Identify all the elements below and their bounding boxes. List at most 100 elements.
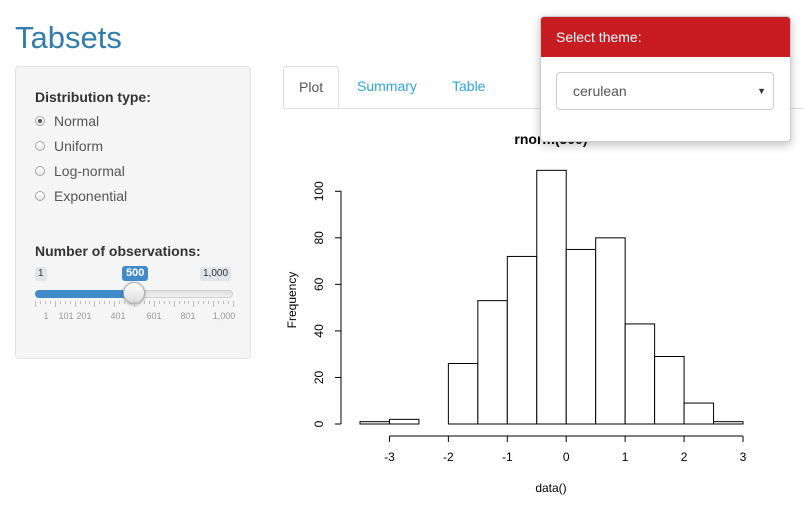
theme-selector-panel: Select theme: cerulean ▼ [540, 16, 791, 142]
slider-tick-mark [35, 301, 36, 307]
y-tick-label: 0 [312, 420, 326, 427]
y-tick-label: 80 [312, 231, 326, 245]
radio-log-normal[interactable]: Log-normal [35, 161, 125, 181]
histogram-bar [359, 421, 390, 425]
y-axis-title: Frequency [285, 272, 299, 329]
slider-tick-mark [64, 301, 66, 304]
slider-tick-mark [84, 301, 86, 304]
slider-tick-mark [49, 301, 51, 304]
slider-tick-mark [69, 301, 71, 304]
x-tick-label: 0 [563, 450, 570, 464]
slider-tick-mark [153, 301, 155, 307]
slider-tick-mark [89, 301, 91, 304]
radio-unchecked-icon [35, 191, 45, 201]
slider-tick-mark [114, 301, 116, 307]
radio-uniform[interactable]: Uniform [35, 136, 103, 156]
slider-tick-mark [158, 301, 160, 304]
slider-fill [35, 290, 134, 298]
slider-min-label: 1 [35, 267, 47, 281]
slider-tick-mark [54, 301, 56, 307]
slider-tick-mark [183, 301, 185, 304]
radio-exponential[interactable]: Exponential [35, 186, 127, 206]
slider-tick-mark [124, 301, 126, 304]
slider-tick-mark [94, 301, 96, 307]
y-tick-label: 60 [312, 277, 326, 291]
slider-tick-mark [208, 301, 210, 304]
histogram-plot: rnorm(500)-3-2-10123data()020406080100Fr… [285, 131, 747, 495]
histogram-bar [506, 255, 538, 425]
slider-tick-mark [138, 301, 140, 304]
radio-label: Exponential [54, 188, 128, 204]
slider-tick-mark [203, 301, 205, 304]
slider-tick-mark [168, 301, 170, 304]
x-tick-label: -1 [502, 450, 513, 464]
slider-tick-mark [104, 301, 106, 304]
x-axis-title: data() [535, 481, 566, 495]
histogram-bar [624, 323, 656, 425]
radio-label: Uniform [54, 138, 104, 154]
slider-tick-label: 101 [58, 311, 74, 321]
slider-tick-mark [39, 301, 41, 304]
slider-tick-mark [193, 301, 195, 307]
histogram-bar [536, 169, 567, 425]
slider-ticks [35, 301, 234, 309]
histogram-bar [713, 421, 744, 425]
slider-max-label: 1,000 [200, 267, 232, 281]
x-tick-label: 3 [740, 450, 747, 464]
slider-tick-mark [119, 301, 121, 304]
tab-table[interactable]: Table [452, 78, 486, 94]
slider-tick-mark [99, 301, 101, 304]
observations-label: Number of observations: [35, 243, 201, 259]
histogram-bar [683, 402, 715, 425]
slider-tick-label: 1 [43, 311, 49, 321]
histogram-bar [565, 248, 597, 425]
slider-tick-label: 1,000 [212, 311, 236, 321]
theme-selected-value: cerulean [573, 83, 627, 99]
slider-tick-mark [218, 301, 220, 304]
slider-tick-mark [198, 301, 200, 304]
radio-normal[interactable]: Normal [35, 111, 99, 131]
slider-tick-mark [228, 301, 230, 304]
radio-unchecked-icon [35, 141, 45, 151]
radio-label: Log-normal [54, 163, 125, 179]
slider-tick-mark [233, 301, 234, 307]
slider-tick-mark [213, 301, 215, 307]
slider-tick-mark [163, 301, 165, 304]
tabset: Plot Summary Table [283, 66, 803, 109]
slider-tick-mark [173, 301, 175, 307]
radio-unchecked-icon [35, 166, 45, 176]
histogram-bar [447, 362, 479, 425]
slider-tick-mark [148, 301, 150, 304]
tab-plot[interactable]: Plot [283, 66, 340, 108]
app-title: Tabsets [15, 20, 122, 55]
sidebar-panel: Distribution type: Normal Uniform Log-no… [15, 66, 251, 359]
slider-tick-label: 801 [180, 311, 196, 321]
slider-tick-mark [74, 301, 76, 307]
slider-tick-label: 201 [76, 311, 92, 321]
radio-checked-icon [35, 116, 45, 126]
y-tick-label: 40 [312, 324, 326, 338]
slider-tick-mark [129, 301, 131, 304]
caret-down-icon: ▼ [757, 86, 766, 96]
slider-tick-label: 401 [110, 311, 126, 321]
theme-select[interactable]: cerulean ▼ [556, 72, 774, 110]
x-tick-label: 2 [681, 450, 688, 464]
x-tick-label: -2 [443, 450, 454, 464]
slider-value-label: 500 [122, 266, 149, 281]
slider-tick-mark [143, 301, 145, 304]
slider-tick-mark [79, 301, 81, 304]
tab-summary[interactable]: Summary [357, 78, 417, 94]
distribution-label: Distribution type: [35, 89, 151, 105]
histogram-bar [654, 356, 685, 425]
radio-label: Normal [54, 113, 100, 129]
slider-tick-mark [59, 301, 61, 304]
slider-tick-mark [134, 301, 135, 307]
theme-header: Select theme: [541, 17, 790, 57]
slider-tick-mark [178, 301, 180, 304]
y-tick-label: 20 [312, 370, 326, 384]
slider-tick-label: 601 [146, 311, 162, 321]
x-tick-label: 1 [622, 450, 629, 464]
slider-tick-mark [109, 301, 111, 304]
y-tick-label: 100 [312, 181, 326, 201]
histogram-bar [388, 418, 420, 425]
